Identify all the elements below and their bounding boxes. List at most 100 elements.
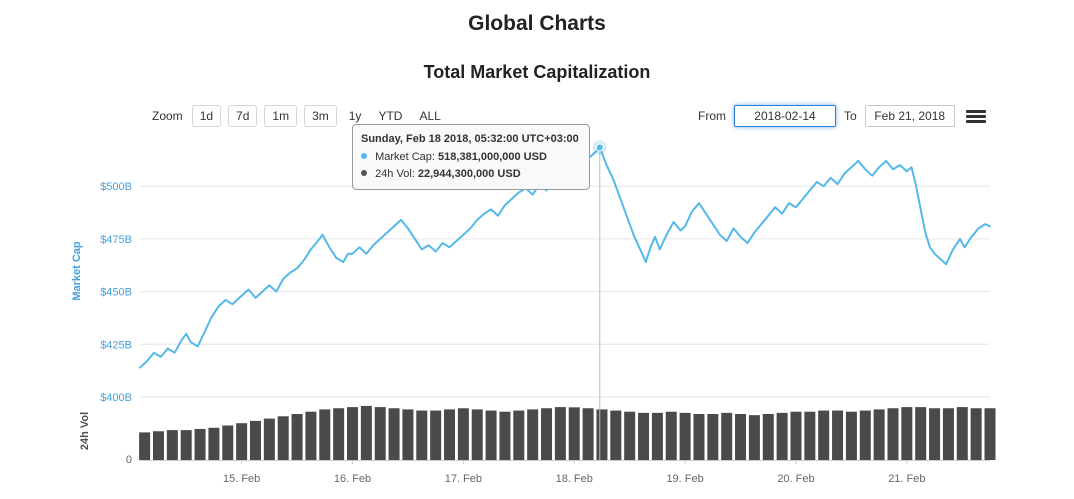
zoom-button-3m[interactable]: 3m xyxy=(304,105,337,128)
volume-bar xyxy=(347,407,358,460)
volume-bar xyxy=(638,412,650,460)
volume-bar xyxy=(485,410,497,460)
zoom-button-group: Zoom 1d 7d 1m 3m 1y YTD ALL xyxy=(152,105,446,128)
volume-bar xyxy=(222,425,234,460)
y-axis-label: $500B xyxy=(100,181,132,193)
volume-bar xyxy=(291,414,303,460)
volume-bar xyxy=(513,410,525,460)
volume-bar xyxy=(804,411,816,460)
date-range-group: From To xyxy=(698,105,955,127)
y-axis-label: $425B xyxy=(100,339,132,351)
volume-bar xyxy=(582,408,594,460)
volume-bar xyxy=(249,420,261,460)
volume-bar xyxy=(776,412,788,460)
zoom-button-1y[interactable]: 1y xyxy=(344,105,367,127)
volume-bar xyxy=(790,411,802,460)
volume-bar xyxy=(832,410,844,460)
y-axis-label: $450B xyxy=(100,287,132,299)
market-cap-bullet-icon xyxy=(361,153,367,160)
volume-bar xyxy=(707,414,719,460)
volume-bar xyxy=(887,408,899,460)
volume-bar xyxy=(457,408,469,460)
x-axis-label: 16. Feb xyxy=(334,473,371,485)
volume-bar xyxy=(762,414,774,460)
x-axis-label: 21. Feb xyxy=(888,473,925,485)
volume-bar xyxy=(152,431,164,460)
zoom-button-1d[interactable]: 1d xyxy=(191,105,222,128)
chart-toolbar: Zoom 1d 7d 1m 3m 1y YTD ALL From To xyxy=(0,105,1074,133)
tooltip-volume-row: 24h Vol: 22,944,300,000 USD xyxy=(361,166,579,183)
volume-bar xyxy=(263,418,275,460)
volume-bar xyxy=(901,407,913,460)
chart-context-menu-icon[interactable] xyxy=(966,110,986,126)
from-date-input[interactable] xyxy=(734,105,836,127)
volume-bar xyxy=(624,411,636,460)
page-title: Global Charts xyxy=(468,12,606,35)
y-axis-label: $475B xyxy=(100,234,132,246)
volume-bar xyxy=(499,411,511,460)
volume-bar xyxy=(208,427,220,460)
x-axis-label: 17. Feb xyxy=(445,473,482,485)
volume-bar xyxy=(139,432,151,460)
volume-bar xyxy=(665,411,677,460)
volume-bar xyxy=(859,410,871,460)
market-cap-axis-title: Market Cap xyxy=(71,241,83,301)
volume-bar xyxy=(194,428,206,460)
from-label: From xyxy=(698,109,726,123)
volume-bar xyxy=(319,409,331,460)
volume-bar xyxy=(374,407,386,460)
x-axis-label: 19. Feb xyxy=(666,473,703,485)
zoom-label: Zoom xyxy=(152,109,183,124)
tooltip-market-cap-value: 518,381,000,000 USD xyxy=(438,151,547,164)
y-axis-label: $400B xyxy=(100,392,132,404)
volume-bar xyxy=(360,405,372,460)
tooltip-volume-label: 24h Vol: xyxy=(375,168,415,181)
volume-bar xyxy=(541,408,553,460)
volume-bar xyxy=(166,430,178,460)
volume-bar xyxy=(416,410,428,460)
volume-bar xyxy=(970,408,982,460)
volume-bar xyxy=(956,407,968,460)
volume-bar xyxy=(929,408,941,460)
zoom-button-7d[interactable]: 7d xyxy=(228,105,258,128)
volume-bar xyxy=(236,423,248,460)
volume-bar xyxy=(554,407,566,460)
volume-bar xyxy=(305,411,317,460)
volume-bar xyxy=(388,408,400,460)
volume-bar xyxy=(873,409,885,460)
x-axis-label: 15. Feb xyxy=(223,473,260,485)
volume-bar xyxy=(942,408,954,460)
volume-bar xyxy=(430,410,442,460)
volume-bar xyxy=(748,415,760,460)
volume-bar xyxy=(471,409,483,460)
zoom-button-ytd[interactable]: YTD xyxy=(373,105,407,127)
volume-axis-title: 24h Vol xyxy=(79,412,91,450)
chart-title: Total Market Capitalization xyxy=(423,62,651,82)
volume-bar xyxy=(444,409,456,460)
volume-bar xyxy=(596,409,608,460)
volume-bar xyxy=(527,409,539,460)
chart-tooltip: Sunday, Feb 18 2018, 05:32:00 UTC+03:00 … xyxy=(352,124,590,191)
volume-bar xyxy=(402,409,414,460)
zoom-button-1m[interactable]: 1m xyxy=(264,105,298,128)
volume-bar xyxy=(915,407,927,460)
tooltip-market-cap-label: Market Cap: xyxy=(375,151,435,164)
volume-bullet-icon xyxy=(361,170,367,177)
x-axis-label: 20. Feb xyxy=(777,473,814,485)
tooltip-date: Sunday, Feb 18 2018, 05:32:00 UTC+03:00 xyxy=(361,133,579,145)
volume-bar xyxy=(984,408,996,460)
x-axis-label: 18. Feb xyxy=(556,473,593,485)
volume-bar xyxy=(610,410,622,460)
zoom-button-all[interactable]: ALL xyxy=(414,105,445,127)
volume-bar xyxy=(818,410,830,460)
tooltip-volume-value: 22,944,300,000 USD xyxy=(417,168,521,181)
volume-bar xyxy=(568,407,580,460)
volume-bar xyxy=(277,416,289,460)
volume-bar xyxy=(721,412,733,460)
volume-bar xyxy=(693,414,705,460)
volume-bar xyxy=(735,414,747,460)
volume-bar xyxy=(180,430,192,460)
to-date-input[interactable] xyxy=(864,105,955,127)
tooltip-market-cap-row: Market Cap: 518,381,000,000 USD xyxy=(361,149,579,166)
